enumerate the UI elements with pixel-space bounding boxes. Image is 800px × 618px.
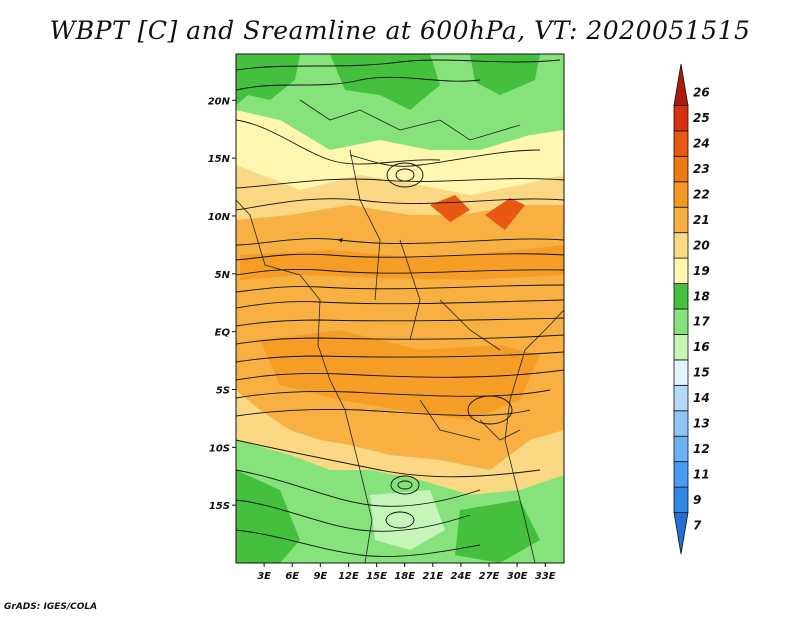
lat-tick-label: 5N (215, 270, 231, 281)
lon-tick-label: 21E (422, 571, 443, 582)
colorbar-label: 23 (693, 162, 710, 176)
map-title: WBPT [C] and Sreamline at 600hPa, VT: 20… (49, 16, 751, 45)
colorbar-swatch (673, 410, 689, 437)
colorbar-label: 20 (693, 238, 710, 252)
longitude-axis: 3E 6E 9E 12E 15E 18E 21E 24E 27E 30E 33E (257, 563, 556, 582)
lat-tick-label: 15S (209, 501, 230, 512)
lon-tick-label: 9E (313, 571, 327, 582)
lon-tick-label: 30E (507, 571, 528, 582)
lon-tick-label: 27E (479, 571, 500, 582)
credit-label: GrADS: IGES/COLA (4, 602, 98, 612)
lat-tick-label: EQ (215, 328, 231, 339)
lon-tick-label: 12E (338, 571, 359, 582)
colorbar-swatch (673, 512, 689, 555)
colorbar-label: 25 (693, 111, 710, 125)
lon-tick-label: 6E (285, 571, 299, 582)
colorbar-swatch (673, 384, 689, 412)
colorbar-label: 15 (693, 366, 710, 380)
colorbar-label: 14 (693, 391, 710, 405)
coastlines (236, 99, 564, 563)
colorbar-swatch (673, 232, 689, 259)
lat-tick-label: 15N (208, 154, 231, 165)
latitude-axis: 20N 15N 10N 5N EQ 5S 10S 15S (208, 96, 236, 512)
colorbar-swatch (673, 486, 689, 513)
colorbar-swatch (673, 181, 689, 208)
colorbar-swatch (673, 435, 689, 463)
wbpt-field (236, 54, 564, 563)
lon-tick-label: 18E (394, 571, 415, 582)
colorbar-swatch (673, 206, 689, 234)
colorbar-label: 24 (693, 137, 710, 151)
colorbar-label: 16 (693, 340, 710, 354)
colorbar-label: 21 (693, 213, 710, 227)
colorbar-swatch (673, 283, 689, 310)
colorbar-swatch (673, 105, 689, 132)
lon-tick-label: 33E (535, 571, 556, 582)
lon-tick-label: 24E (451, 571, 472, 582)
colorbar-label: 22 (693, 188, 710, 202)
lon-tick-label: 15E (366, 571, 387, 582)
colorbar-swatch (673, 63, 689, 106)
colorbar-label: 7 (693, 518, 702, 532)
colorbar-swatch (673, 130, 689, 157)
colorbar-label: 11 (693, 467, 710, 481)
colorbar-label: 19 (693, 264, 710, 278)
colorbar-label: 18 (693, 289, 710, 303)
colorbar: 7 9 11 12 13 14 15 16 17 18 19 20 21 22 23 24 25 26 (673, 63, 710, 555)
colorbar-label: 12 (693, 442, 710, 456)
colorbar-label: 13 (693, 417, 710, 431)
colorbar-swatch (673, 308, 689, 335)
lat-tick-label: 10N (208, 212, 231, 223)
lat-tick-label: 5S (216, 385, 230, 396)
colorbar-label: 9 (693, 493, 701, 507)
colorbar-swatch (673, 155, 689, 183)
colorbar-label: 26 (693, 86, 710, 100)
lon-tick-label: 3E (257, 571, 271, 582)
colorbar-swatch (673, 359, 689, 386)
lat-tick-label: 10S (209, 443, 230, 454)
map-frame (235, 53, 565, 564)
colorbar-swatch (673, 257, 689, 284)
colorbar-swatch (673, 461, 689, 488)
colorbar-label: 17 (693, 315, 710, 329)
colorbar-swatch (673, 334, 689, 361)
lat-tick-label: 20N (208, 96, 231, 107)
streamlines (236, 59, 564, 557)
